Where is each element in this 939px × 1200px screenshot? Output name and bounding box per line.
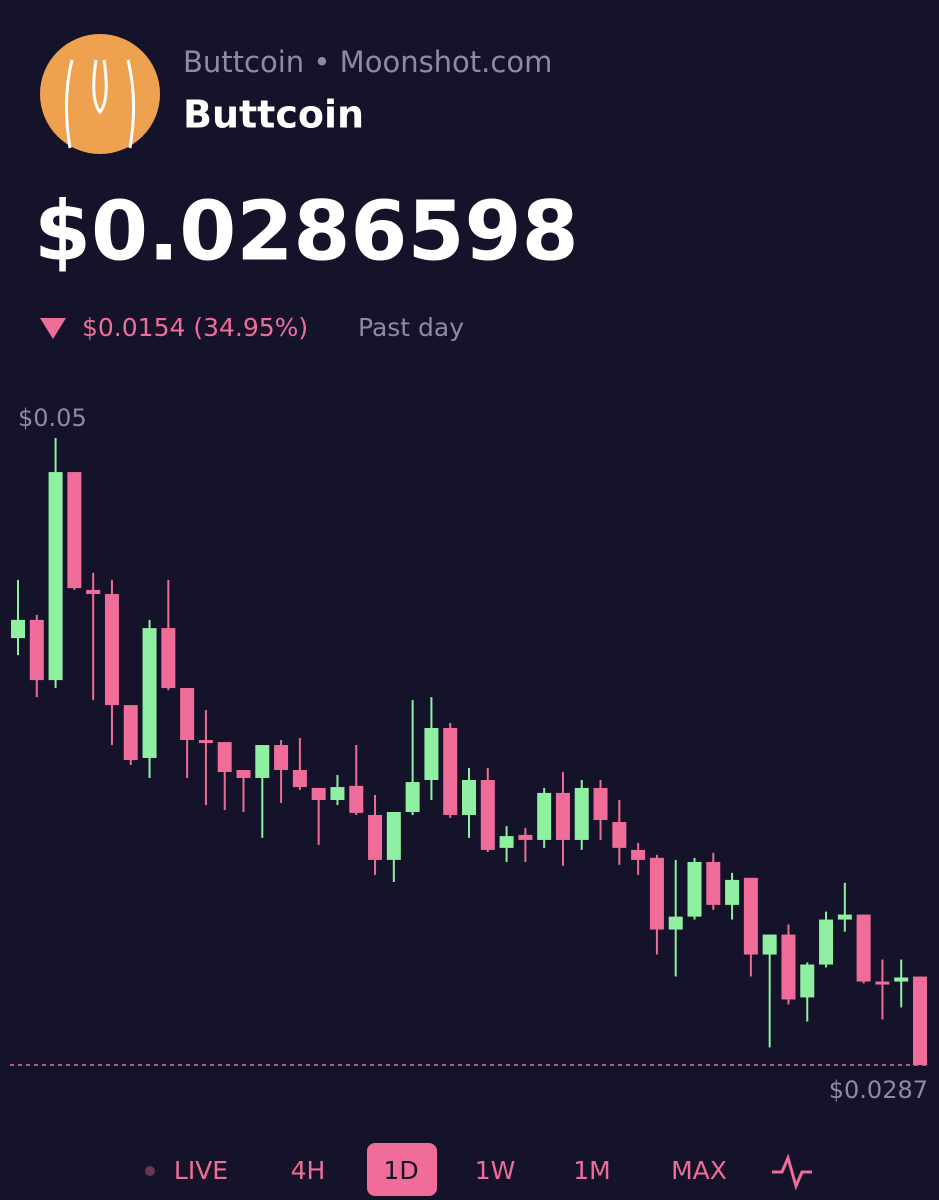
candle-body	[875, 981, 890, 985]
candle-body	[142, 628, 157, 758]
candle-body	[593, 787, 608, 820]
candle-body	[555, 792, 570, 840]
candle-body	[668, 916, 683, 930]
tab[interactable]: 1D	[383, 1156, 418, 1185]
candle-body	[161, 628, 176, 689]
candle-body	[311, 787, 326, 800]
candle-body	[123, 705, 138, 761]
candle-body	[217, 742, 232, 773]
candle-body	[104, 594, 119, 706]
candle-body	[649, 857, 664, 930]
candle-body	[330, 787, 345, 800]
candle-body	[11, 619, 25, 639]
low-price-label: $0.0287	[829, 1076, 928, 1104]
candle-body	[443, 727, 458, 815]
candle-body	[819, 919, 834, 965]
candle-body	[631, 849, 646, 860]
tab[interactable]: 4H	[291, 1156, 326, 1185]
logo-circle	[40, 34, 160, 154]
candle-body	[518, 834, 533, 840]
candle-body	[405, 782, 420, 813]
chart: $0.05 $0.0287	[10, 404, 930, 1104]
logo-art	[64, 59, 136, 149]
candle-body	[67, 472, 82, 589]
candle-body	[462, 780, 476, 815]
high-price-label: $0.05	[18, 404, 87, 432]
tab-active-bg	[367, 1143, 437, 1196]
candle-body	[574, 787, 589, 840]
candle-body	[762, 934, 777, 955]
tab[interactable]: 1W	[475, 1156, 516, 1185]
candle-body	[368, 814, 383, 860]
candle-body	[292, 770, 307, 788]
candle-body	[612, 822, 627, 848]
candle-body	[180, 688, 195, 741]
candle-body	[255, 745, 270, 778]
candle-body	[349, 785, 364, 813]
candle-body	[86, 589, 101, 595]
candle-body	[386, 812, 401, 860]
candle-body	[687, 861, 702, 917]
candle-body	[48, 472, 63, 681]
candle-body	[856, 914, 871, 982]
coin-name: Buttcoin	[183, 93, 364, 137]
candle-body	[537, 792, 552, 840]
candle-body	[29, 619, 44, 681]
source: Buttcoin • Moonshot.com	[183, 45, 552, 79]
candle-body	[781, 934, 796, 1000]
candle-body	[894, 977, 909, 982]
down-arrow	[40, 318, 66, 339]
period: Past day	[358, 313, 464, 342]
live-dot	[145, 1166, 155, 1176]
candle-body	[800, 964, 815, 998]
candle-body	[274, 745, 289, 771]
tab[interactable]: 1M	[573, 1156, 610, 1185]
candle-body	[706, 861, 721, 905]
tabs: LIVE 4H 1D 1W 1M MAX	[145, 1143, 727, 1196]
candle-body	[913, 976, 927, 1065]
candle-body	[424, 727, 439, 780]
candle-body	[837, 914, 852, 920]
candle-body	[236, 770, 251, 778]
chart-type-toggle[interactable]	[772, 1153, 812, 1191]
tab[interactable]: LIVE	[174, 1156, 228, 1185]
tab[interactable]: MAX	[671, 1156, 727, 1185]
candle-body	[743, 877, 758, 955]
candle-body	[480, 780, 495, 850]
logo	[40, 34, 160, 154]
candle-body	[499, 836, 514, 848]
candle-body	[725, 879, 740, 905]
candle-body	[198, 740, 213, 744]
price: $0.0286598	[34, 184, 579, 279]
change: $0.0154 (34.95%)	[82, 313, 308, 342]
